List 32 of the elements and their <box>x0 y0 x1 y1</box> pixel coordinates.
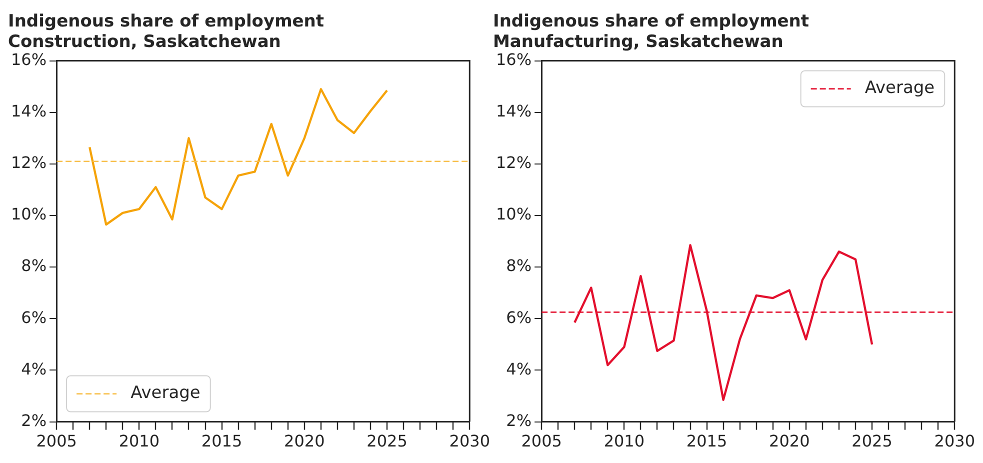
y-tick-label: 12% <box>11 153 47 172</box>
x-tick-label: 2015 <box>686 432 728 451</box>
chart-title: Indigenous share of employment Manufacturing, Saskatchewan <box>493 12 810 52</box>
y-tick-label: 10% <box>11 204 47 224</box>
y-tick-label: 14% <box>496 102 532 121</box>
y-tick-label: 16% <box>11 50 47 69</box>
y-tick-label: 4% <box>506 359 532 378</box>
legend-label: Average <box>130 383 200 404</box>
y-tick-label: 14% <box>11 102 47 121</box>
x-tick-label: 2020 <box>769 432 810 451</box>
legend-label: Average <box>864 78 935 98</box>
y-tick-label: 4% <box>21 359 47 378</box>
y-tick-label: 2% <box>21 410 47 430</box>
y-tick-label: 16% <box>496 50 532 69</box>
y-tick-label: 12% <box>496 153 532 172</box>
y-tick-label: 6% <box>506 308 532 327</box>
y-tick-label: 6% <box>21 308 47 327</box>
x-tick-label: 2030 <box>934 432 975 451</box>
x-tick-label: 2005 <box>36 432 77 451</box>
x-tick-label: 2010 <box>604 432 645 451</box>
chart-title: Indigenous share of employment Construction, Saskatchewan <box>8 12 324 52</box>
y-tick-label: 10% <box>496 204 532 224</box>
x-tick-label: 2030 <box>449 432 490 451</box>
y-tick-label: 8% <box>506 256 532 276</box>
x-tick-label: 2020 <box>284 432 325 451</box>
x-tick-label: 2025 <box>366 432 408 451</box>
x-tick-label: 2025 <box>852 432 892 451</box>
x-tick-label: 2010 <box>118 432 160 451</box>
x-tick-label: 2015 <box>201 432 242 451</box>
y-tick-label: 8% <box>21 256 47 276</box>
y-tick-label: 2% <box>506 410 532 430</box>
x-tick-label: 2005 <box>521 432 562 451</box>
